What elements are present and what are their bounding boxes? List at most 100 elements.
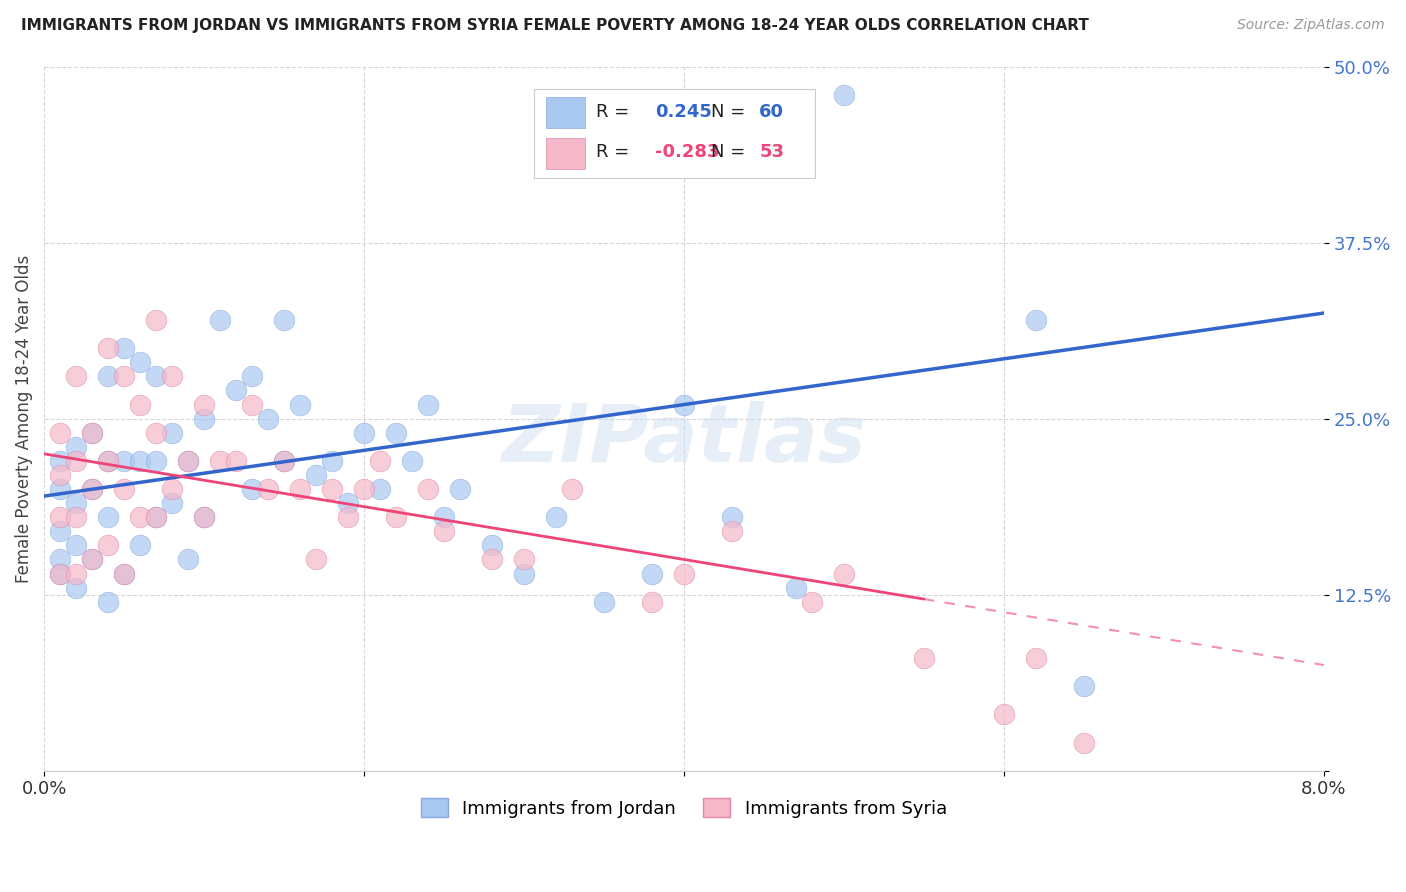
Point [65,566,87,581]
Point [82,482,104,496]
Point [368,482,391,496]
Point [912,651,935,665]
Point [145,369,167,384]
Point [305,467,328,482]
Point [1025,313,1047,327]
Text: N =: N = [711,103,751,121]
Point [832,566,855,581]
Text: Source: ZipAtlas.com: Source: ZipAtlas.com [1237,18,1385,32]
Text: R =: R = [596,143,636,161]
FancyBboxPatch shape [534,89,815,178]
Point [112,566,135,581]
Point [321,454,343,468]
Point [240,482,263,496]
Point [160,425,183,440]
Point [193,510,215,524]
Point [273,313,295,327]
Point [449,482,471,496]
Point [513,566,536,581]
Point [225,454,247,468]
Point [288,482,311,496]
Point [193,411,215,425]
Point [401,454,423,468]
Point [257,411,280,425]
Point [145,425,167,440]
Point [129,510,152,524]
Text: ZIPatlas: ZIPatlas [502,401,866,479]
Point [82,552,104,566]
Point [353,482,375,496]
Point [97,454,120,468]
Point [593,595,616,609]
Point [337,496,360,510]
Point [641,566,664,581]
Point [209,454,232,468]
Legend: Immigrants from Jordan, Immigrants from Syria: Immigrants from Jordan, Immigrants from … [413,791,955,825]
Point [82,425,104,440]
Point [433,510,456,524]
Point [129,355,152,369]
Point [129,398,152,412]
Point [49,425,72,440]
Point [82,482,104,496]
Point [65,538,87,552]
Point [721,524,744,539]
Point [209,313,232,327]
Text: N =: N = [711,143,751,161]
Point [160,496,183,510]
Point [65,454,87,468]
Point [145,454,167,468]
Point [1025,651,1047,665]
Point [672,398,695,412]
Point [785,581,807,595]
Point [193,398,215,412]
Point [368,454,391,468]
Point [82,425,104,440]
Point [49,566,72,581]
Text: 60: 60 [759,103,785,121]
Point [49,552,72,566]
Point [65,510,87,524]
Text: 0.245: 0.245 [655,103,711,121]
Point [177,552,200,566]
Point [273,454,295,468]
Point [481,538,503,552]
Text: IMMIGRANTS FROM JORDAN VS IMMIGRANTS FROM SYRIA FEMALE POVERTY AMONG 18-24 YEAR : IMMIGRANTS FROM JORDAN VS IMMIGRANTS FRO… [21,18,1090,33]
Point [240,369,263,384]
Point [1073,679,1095,693]
Point [82,552,104,566]
Point [1073,735,1095,749]
Point [225,384,247,398]
Point [672,566,695,581]
Point [49,482,72,496]
Point [832,87,855,102]
Point [97,341,120,355]
Point [385,510,408,524]
Point [801,595,824,609]
Point [416,398,439,412]
Point [145,510,167,524]
Point [321,482,343,496]
Point [129,538,152,552]
Point [112,566,135,581]
FancyBboxPatch shape [546,138,585,169]
Point [177,454,200,468]
Point [145,313,167,327]
Text: 53: 53 [759,143,785,161]
Point [49,467,72,482]
Point [481,552,503,566]
Point [145,510,167,524]
Point [721,510,744,524]
Point [49,524,72,539]
Point [305,552,328,566]
Point [97,454,120,468]
Point [561,482,583,496]
Point [993,707,1015,722]
Point [353,425,375,440]
Point [177,454,200,468]
Point [112,454,135,468]
Y-axis label: Female Poverty Among 18-24 Year Olds: Female Poverty Among 18-24 Year Olds [15,254,32,582]
Point [129,454,152,468]
Point [337,510,360,524]
Point [513,552,536,566]
